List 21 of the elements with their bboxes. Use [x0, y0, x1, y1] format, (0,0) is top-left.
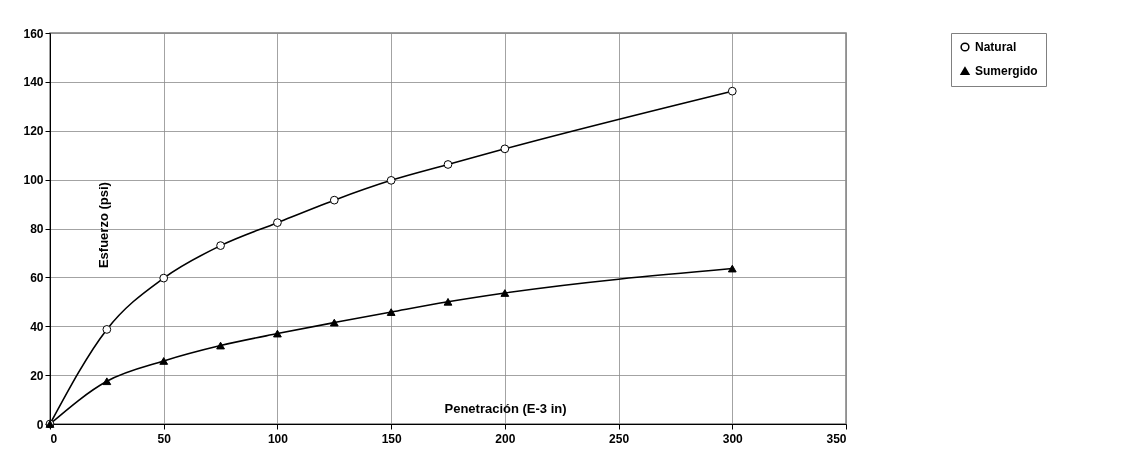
y-tick-label: 0: [36, 417, 44, 432]
y-tick-label: 20: [30, 368, 44, 383]
y-tick-label: 120: [23, 124, 44, 139]
y-tick-label: 100: [23, 173, 44, 188]
x-tick-label: 100: [267, 431, 289, 446]
y-tick-label: 60: [30, 270, 44, 285]
x-tick-label: 0: [50, 431, 58, 446]
x-tick-label: 250: [609, 431, 630, 446]
x-tick-label: 150: [381, 431, 402, 446]
x-axis-title: Penetración (E-3 in): [444, 400, 567, 416]
x-tick-label: 200: [495, 431, 516, 446]
legend-label: Sumergido: [975, 64, 1038, 78]
x-tick-label: 350: [826, 431, 847, 446]
legend-label: Natural: [975, 40, 1017, 54]
y-tick-label: 160: [23, 26, 44, 41]
y-tick-label: 40: [30, 319, 44, 334]
y-tick-label: 140: [23, 75, 44, 90]
y-tick-label: 80: [30, 222, 44, 236]
x-tick-label: 50: [157, 431, 172, 446]
x-tick-label: 300: [722, 431, 744, 446]
y-axis-title: Esfuerzo (psi): [95, 182, 111, 269]
